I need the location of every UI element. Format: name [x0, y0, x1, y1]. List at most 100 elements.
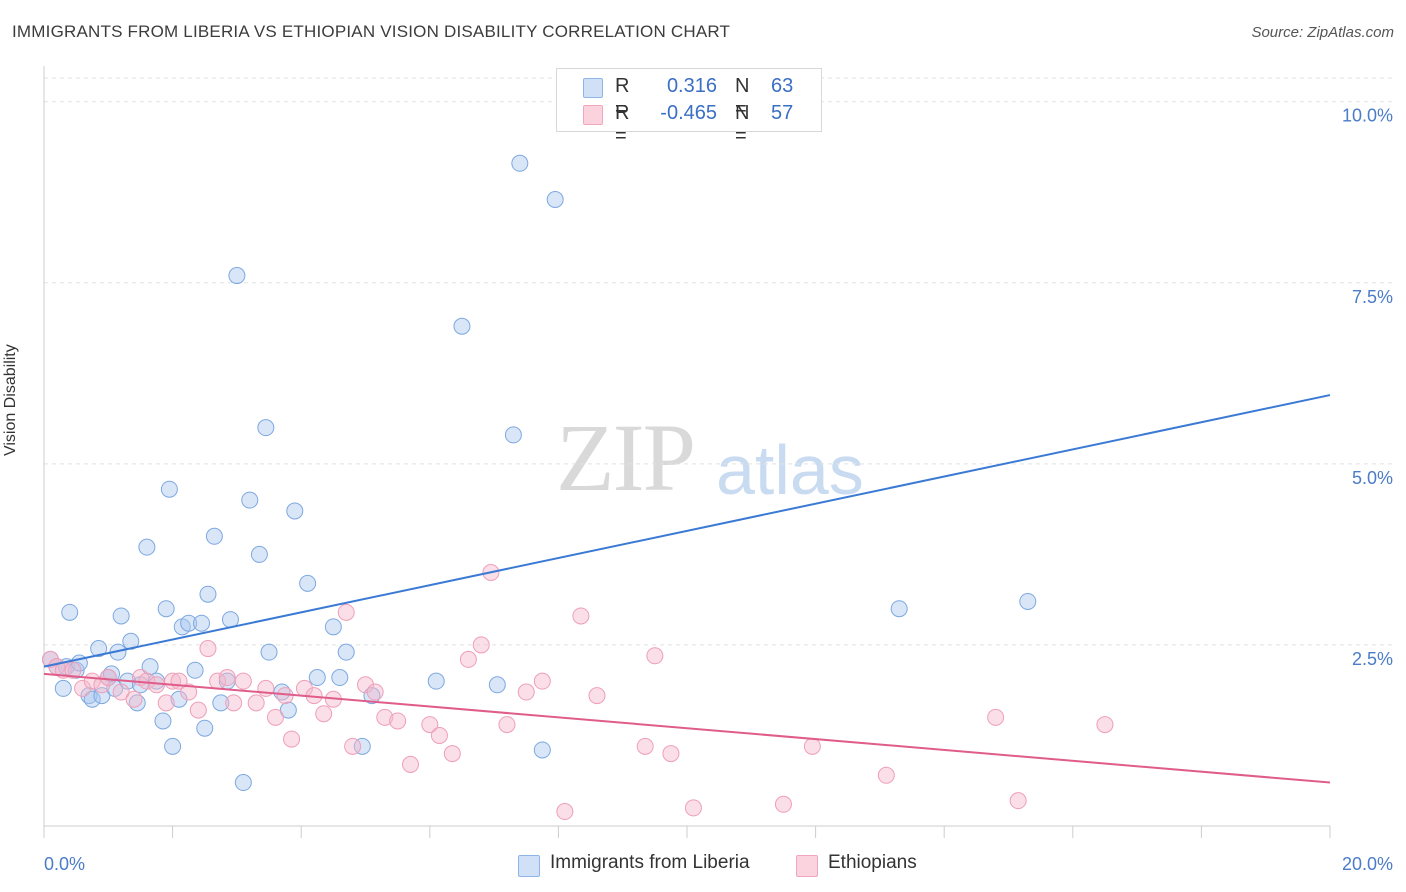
ethiopians-point — [402, 755, 420, 773]
ethiopians-point — [344, 737, 362, 755]
ethiopians-point — [99, 669, 117, 687]
bottom-legend-swatch-liberia — [518, 855, 540, 877]
ethiopians-point — [234, 672, 252, 690]
ethiopians-point — [556, 803, 574, 821]
legend-n-label: N = — [735, 75, 750, 120]
ethiopians-point — [315, 705, 333, 723]
ethiopians-point — [877, 766, 895, 784]
bottom-legend-label-ethiopians: Ethiopians — [828, 852, 917, 873]
liberia-point — [112, 607, 130, 625]
legend-swatch-ethiopians — [583, 105, 603, 125]
ethiopians-point — [443, 745, 461, 763]
liberia-point — [279, 701, 297, 719]
correlation-legend: R = 0.316 N = 63 R = -0.465 N = 57 — [556, 68, 822, 147]
liberia-point — [353, 737, 371, 755]
y-tick-label: 2.5% — [1352, 649, 1393, 669]
liberia-point — [488, 676, 506, 694]
ethiopians-point — [247, 694, 265, 712]
liberia-point — [138, 538, 156, 556]
liberia-point — [90, 640, 108, 658]
liberia-point — [196, 719, 214, 737]
ethiopians-point — [421, 716, 439, 734]
ethiopians-point — [180, 683, 198, 701]
ethiopians-point — [662, 745, 680, 763]
liberia-point — [286, 502, 304, 520]
y-tick-label: 5.0% — [1352, 468, 1393, 488]
liberia-point — [546, 191, 564, 209]
ethiopians-point — [283, 730, 301, 748]
ethiopians-point — [64, 661, 82, 679]
ethiopians-point — [430, 726, 448, 744]
liberia-point — [453, 317, 471, 335]
chart-source: Source: ZipAtlas.com — [1251, 24, 1394, 41]
ethiopians-point — [517, 683, 535, 701]
ethiopians-point — [266, 708, 284, 726]
ethiopians-point — [1009, 792, 1027, 810]
legend-r-value: 0.316 — [666, 75, 717, 97]
x-tick-label: 20.0% — [1342, 854, 1393, 874]
ethiopians-point — [572, 607, 590, 625]
liberia-point — [241, 491, 259, 509]
ethiopians-point — [533, 672, 551, 690]
legend-n-value: 57 — [771, 102, 794, 124]
ethiopians-point — [366, 683, 384, 701]
liberia-point — [337, 643, 355, 661]
liberia-point — [324, 618, 342, 636]
liberia-point — [160, 480, 178, 498]
liberia-point — [154, 712, 172, 730]
watermark-atlas: atlas — [716, 431, 864, 509]
liberia-point — [186, 661, 204, 679]
ethiopians-point — [41, 650, 59, 668]
ethiopians-point — [125, 690, 143, 708]
ethiopians-point — [357, 676, 374, 694]
liberia-point — [308, 669, 326, 687]
liberia-trend-line — [43, 394, 1331, 668]
ethiopians-point — [218, 669, 236, 687]
ethiopians-point — [459, 650, 477, 668]
ethiopians-point — [684, 799, 702, 817]
ethiopians-point — [199, 640, 217, 658]
chart-title: IMMIGRANTS FROM LIBERIA VS ETHIOPIAN VIS… — [12, 22, 731, 41]
liberia-point — [504, 426, 522, 444]
liberia-point — [170, 690, 188, 708]
liberia-point — [83, 690, 101, 708]
legend-n-value: 63 — [771, 75, 794, 97]
liberia-point — [427, 672, 445, 690]
ethiopians-trend-line — [43, 672, 1331, 784]
liberia-point — [157, 600, 175, 618]
ethiopians-point — [498, 716, 516, 734]
bottom-legend-swatch-ethiopians — [796, 855, 818, 877]
ethiopians-point — [74, 679, 92, 697]
liberia-point — [533, 741, 551, 759]
x-tick-label: 0.0% — [44, 854, 85, 874]
liberia-point — [164, 737, 182, 755]
ethiopians-point — [774, 795, 792, 813]
ethiopians-point — [189, 701, 207, 719]
liberia-point — [234, 774, 252, 792]
liberia-point — [331, 669, 349, 687]
liberia-point — [61, 603, 79, 621]
y-axis-label: Vision Disability — [2, 344, 19, 456]
ethiopians-point — [636, 737, 654, 755]
liberia-point — [511, 154, 529, 172]
liberia-point — [180, 614, 198, 632]
liberia-point — [1019, 592, 1037, 610]
ethiopians-point — [112, 683, 130, 701]
bottom-legend-label-liberia: Immigrants from Liberia — [550, 852, 750, 873]
liberia-point — [257, 419, 275, 437]
ethiopians-point — [225, 694, 243, 712]
ethiopians-point — [472, 636, 490, 654]
ethiopians-point — [646, 647, 664, 665]
legend-r-label: R = — [615, 102, 630, 147]
ethiopians-point — [337, 603, 355, 621]
liberia-point — [260, 643, 278, 661]
ethiopians-point — [987, 708, 1005, 726]
liberia-point — [199, 585, 217, 603]
ethiopians-point — [157, 694, 175, 712]
ethiopians-point — [376, 708, 394, 726]
legend-swatch-liberia — [583, 78, 603, 98]
ethiopians-point — [389, 712, 407, 730]
liberia-point — [228, 267, 246, 285]
liberia-point — [54, 679, 72, 697]
